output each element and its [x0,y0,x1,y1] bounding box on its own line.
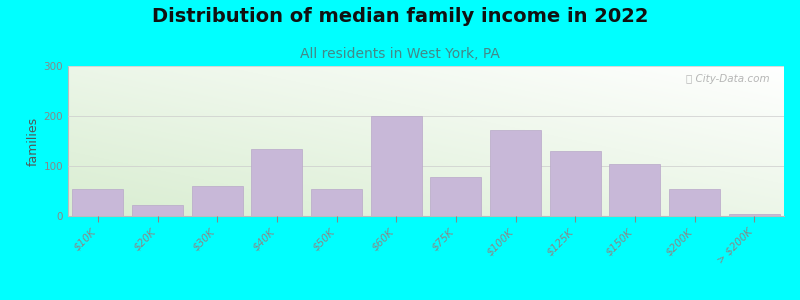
Bar [669,188,720,216]
Bar [610,164,660,216]
Bar [371,116,422,216]
Text: ⓘ City-Data.com: ⓘ City-Data.com [686,74,770,83]
Bar [132,205,183,216]
Text: Distribution of median family income in 2022: Distribution of median family income in … [152,8,648,26]
Bar [490,130,541,216]
Bar [550,151,601,216]
Bar [73,188,123,216]
Bar [729,214,779,216]
Bar [311,188,362,216]
Bar [192,186,242,216]
Text: All residents in West York, PA: All residents in West York, PA [300,46,500,61]
Bar [251,148,302,216]
Y-axis label: families: families [26,116,39,166]
Bar [430,177,481,216]
